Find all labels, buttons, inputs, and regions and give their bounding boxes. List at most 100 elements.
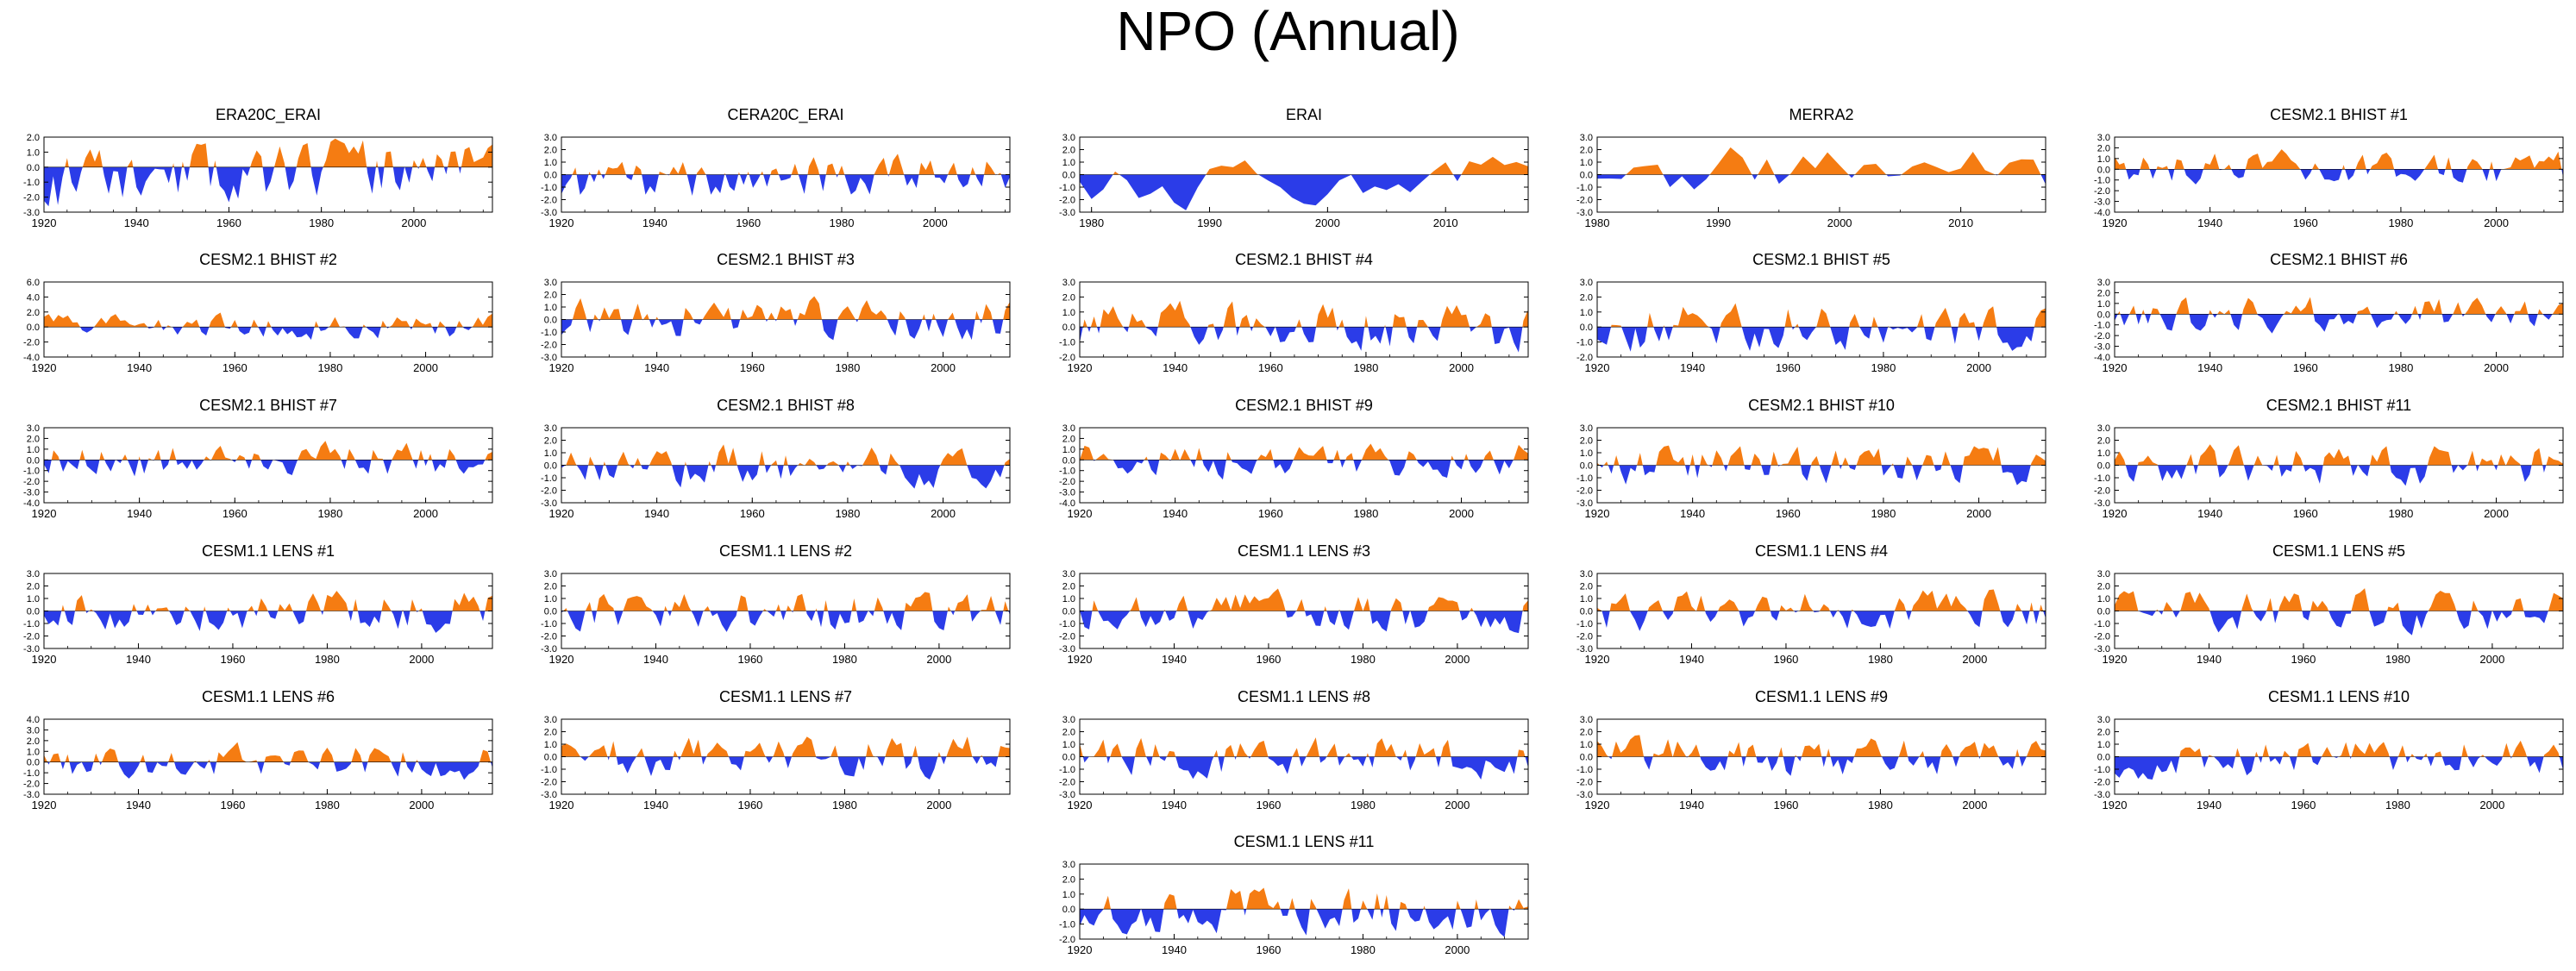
- y-tick-label: -1.0: [23, 178, 40, 188]
- y-tick-label: 0.0: [1580, 753, 1593, 763]
- y-tick-label: 3.0: [1062, 133, 1075, 143]
- x-tick-label: 2000: [923, 216, 948, 229]
- y-tick-label: -2.0: [541, 196, 557, 206]
- y-tick-label: 2.0: [2097, 436, 2110, 447]
- panel-title: CESM1.1 LENS #3: [1238, 542, 1370, 560]
- x-tick-label: 1980: [835, 361, 860, 374]
- x-tick-label: 1940: [644, 361, 669, 374]
- y-tick-label: 0.0: [544, 171, 557, 181]
- y-tick-label: 1.0: [27, 147, 40, 158]
- panel-title: CESM2.1 BHIST #11: [2266, 397, 2411, 414]
- y-tick-label: -1.0: [1059, 467, 1075, 477]
- positive-area: [51, 441, 492, 460]
- x-tick-label: 1980: [1351, 653, 1376, 666]
- positive-area: [2115, 588, 2563, 611]
- x-tick-label: 1960: [223, 361, 248, 374]
- x-tick-label: 1960: [220, 799, 245, 811]
- y-tick-label: 3.0: [1580, 569, 1593, 579]
- y-tick-label: -3.0: [1059, 488, 1075, 498]
- y-tick-label: -3.0: [23, 644, 40, 655]
- x-tick-label: 1940: [642, 216, 668, 229]
- y-tick-label: 2.0: [2097, 143, 2110, 153]
- x-tick-label: 1940: [1163, 361, 1188, 374]
- y-tick-label: -3.0: [23, 488, 40, 498]
- y-tick-label: -2.0: [1059, 935, 1075, 945]
- y-tick-label: 2.0: [544, 291, 557, 301]
- y-tick-label: -2.0: [1059, 632, 1075, 642]
- y-tick-label: -2.0: [23, 632, 40, 642]
- panel-3: ERAI 3.0 2.0 1.0 0.0 -1.0 -2.0 -3.0 1980 1990 2000…: [1059, 106, 1529, 229]
- x-tick-label: 1980: [2388, 507, 2413, 520]
- plot-frame: [43, 427, 493, 504]
- x-tick-label: 1920: [32, 216, 57, 229]
- y-tick-label: -3.0: [541, 353, 557, 363]
- y-tick-label: 1.0: [1580, 740, 1593, 750]
- positive-area: [1597, 589, 2044, 611]
- y-tick-label: -2.0: [2094, 186, 2110, 197]
- positive-area: [1103, 887, 1528, 910]
- x-tick-label: 2000: [931, 507, 956, 520]
- plot-frame: [43, 281, 493, 358]
- negative-area: [561, 465, 1005, 489]
- x-tick-label: 1980: [1868, 653, 1893, 666]
- x-tick-label: 1920: [1585, 361, 1610, 374]
- x-tick-label: 1920: [1068, 799, 1093, 811]
- positive-area: [1080, 737, 1526, 757]
- plot-frame: [43, 136, 493, 213]
- y-tick-label: 2.0: [544, 582, 557, 592]
- panel-title: CESM1.1 LENS #2: [719, 542, 852, 560]
- panel-10: CESM2.1 BHIST #6 3.02.01.00.0-1.0-2.0-3.0…: [2094, 251, 2564, 374]
- y-tick-label: 3.0: [2097, 569, 2110, 579]
- y-tick-label: -1.0: [1059, 920, 1075, 930]
- y-tick-label: 2.0: [2097, 288, 2110, 298]
- x-tick-label: 2010: [1433, 216, 1458, 229]
- panel-12: CESM2.1 BHIST #8 3.0 2.01.0 0.0-1.0 -2.0-3.0…: [541, 397, 1011, 520]
- y-tick-label: -3.0: [1059, 644, 1075, 655]
- panel-21: CESM1.1 LENS #6 4.03.02.01.00.0-1.0-2.0-3…: [23, 688, 493, 811]
- x-tick-label: 1980: [1079, 216, 1104, 229]
- y-tick-label: 3.0: [544, 423, 557, 434]
- x-tick-label: 1920: [2103, 361, 2128, 374]
- panel-title: CESM2.1 BHIST #4: [1235, 251, 1373, 268]
- x-tick-label: 1980: [1353, 507, 1378, 520]
- y-tick-label: 0.0: [1580, 171, 1593, 181]
- y-tick-label: 1.0: [1062, 445, 1075, 455]
- x-tick-label: 1980: [315, 653, 340, 666]
- panel-title: CESM1.1 LENS #9: [1755, 688, 1888, 705]
- x-tick-label: 1940: [1679, 653, 1704, 666]
- y-tick-label: 2.0: [1062, 292, 1075, 303]
- x-tick-label: 1980: [1871, 361, 1896, 374]
- positive-area: [1626, 147, 2041, 175]
- panel-title: ERA20C_ERAI: [216, 106, 321, 124]
- y-tick-label: 1.0: [1062, 158, 1075, 168]
- x-tick-label: 1960: [220, 653, 245, 666]
- y-tick-label: 0.0: [1580, 323, 1593, 333]
- y-tick-label: -2.0: [1059, 196, 1075, 206]
- x-tick-label: 1980: [832, 799, 857, 811]
- y-tick-label: -1.0: [2094, 321, 2110, 331]
- y-tick-label: -2.0: [1576, 632, 1593, 642]
- y-tick-label: -1.0: [541, 619, 557, 630]
- x-tick-label: 2000: [926, 799, 951, 811]
- y-tick-label: 3.0: [544, 569, 557, 579]
- y-tick-label: -1.0: [1576, 619, 1593, 630]
- x-tick-label: 1920: [32, 507, 57, 520]
- x-tick-label: 1980: [317, 361, 342, 374]
- panel-title: CESM1.1 LENS #10: [2268, 688, 2410, 705]
- y-tick-label: -3.0: [1059, 208, 1075, 218]
- x-tick-label: 1980: [2385, 799, 2410, 811]
- y-tick-label: 2.0: [1062, 874, 1075, 885]
- panel-title: CESM2.1 BHIST #5: [1752, 251, 1890, 268]
- y-tick-label: 1.0: [1062, 594, 1075, 605]
- panel-title: ERAI: [1286, 106, 1322, 123]
- x-tick-label: 1940: [643, 653, 668, 666]
- negative-area: [2115, 756, 2563, 780]
- x-tick-label: 1940: [2197, 361, 2222, 374]
- x-tick-label: 1920: [2103, 799, 2128, 811]
- negative-area: [1597, 327, 2034, 352]
- y-tick-label: -2.0: [23, 193, 40, 204]
- positive-area: [65, 138, 493, 167]
- x-tick-label: 2000: [409, 799, 434, 811]
- y-tick-label: -1.0: [2094, 473, 2110, 484]
